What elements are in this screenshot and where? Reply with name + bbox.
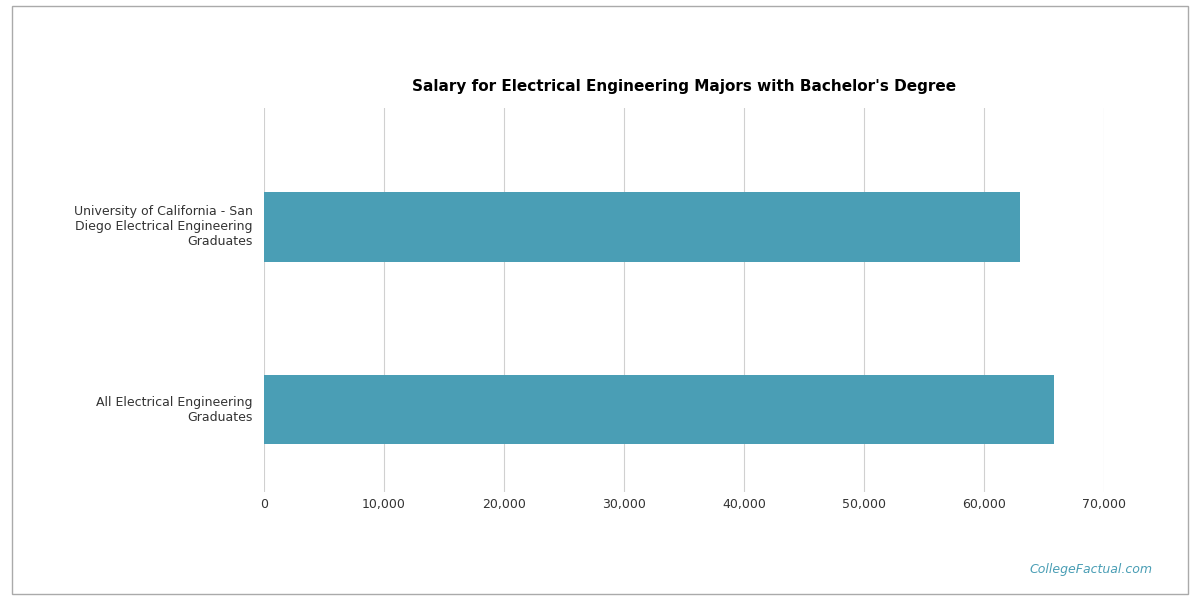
Title: Salary for Electrical Engineering Majors with Bachelor's Degree: Salary for Electrical Engineering Majors…	[412, 79, 956, 94]
Text: CollegeFactual.com: CollegeFactual.com	[1030, 563, 1152, 576]
Bar	[264, 375, 1054, 445]
Bar	[264, 192, 1020, 262]
